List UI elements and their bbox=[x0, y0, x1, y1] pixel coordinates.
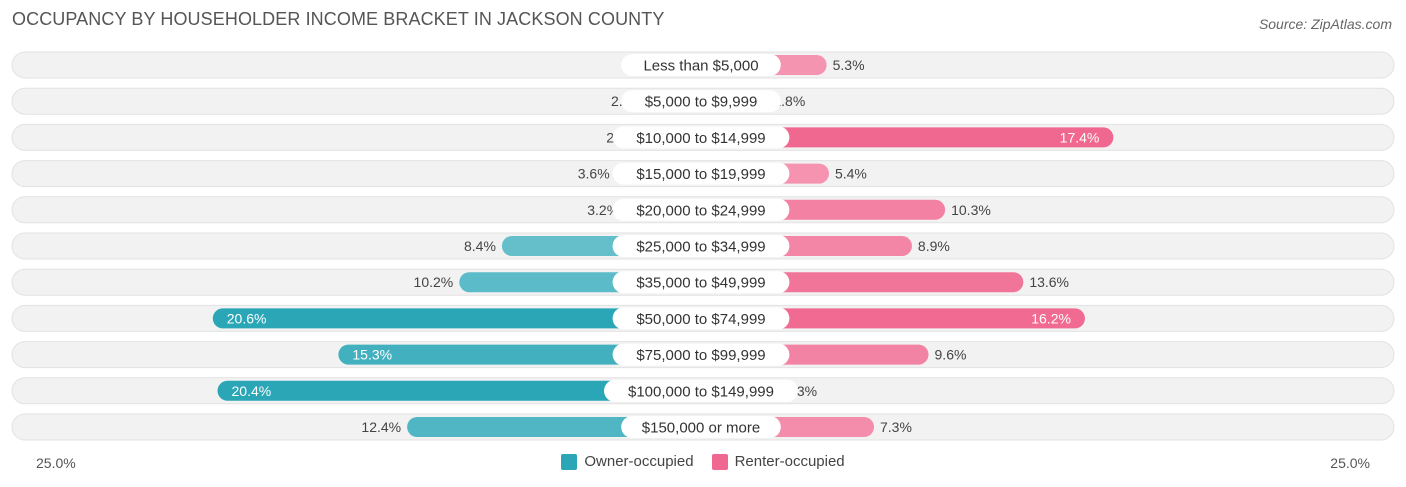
category-label-background bbox=[604, 379, 798, 402]
chart-row: 3.2% 10.3% $20,000 to $24,999 bbox=[11, 196, 1395, 224]
chart-row: 10.2% 13.6% $35,000 to $49,999 bbox=[11, 268, 1395, 296]
source-attribution: Source: ZipAtlas.com bbox=[1258, 16, 1392, 32]
chart-row: 2.2%2.8%$5,000 to $9,999 bbox=[11, 87, 1395, 115]
category-label-background bbox=[621, 54, 781, 76]
category-label: $100,000 to $149,999 bbox=[628, 383, 774, 400]
legend-label-owner: Owner-occupied bbox=[584, 453, 694, 470]
chart-row: 3.6% 5.4% $15,000 to $19,999 bbox=[11, 160, 1395, 188]
category-label-background bbox=[612, 343, 790, 366]
category-label-background bbox=[612, 307, 790, 330]
renter-value-label: 16.2% bbox=[1031, 310, 1071, 326]
owner-value-label: 3.6% bbox=[578, 166, 610, 182]
renter-value-label: 13.6% bbox=[1029, 274, 1069, 290]
renter-bar[interactable] bbox=[701, 308, 1085, 329]
legend-item-renter[interactable]: Renter-occupied bbox=[711, 453, 845, 470]
owner-value-label: 3.2% bbox=[587, 202, 619, 218]
owner-value-label: 20.4% bbox=[232, 383, 272, 399]
category-label-background bbox=[612, 235, 790, 257]
axis-max-label: 25.0% bbox=[1330, 455, 1370, 471]
renter-value-label: 9.6% bbox=[935, 347, 967, 363]
owner-bar[interactable] bbox=[338, 344, 701, 365]
category-label-background bbox=[612, 271, 790, 294]
category-label-background bbox=[621, 416, 781, 438]
chart-row: 12.4% 7.3% $150,000 or more bbox=[11, 413, 1395, 441]
renter-value-label: 8.9% bbox=[918, 238, 950, 254]
legend: Owner-occupied Renter-occupied bbox=[0, 453, 1406, 470]
renter-value-label: 10.3% bbox=[951, 202, 991, 218]
owner-value-label: 10.2% bbox=[414, 274, 454, 290]
renter-value-label: 17.4% bbox=[1060, 129, 1100, 145]
chart-title: OCCUPANCY BY HOUSEHOLDER INCOME BRACKET … bbox=[12, 9, 665, 29]
chart-row: 20.6% 16.2% $50,000 to $74,999 bbox=[11, 304, 1395, 332]
owner-value-label: 8.4% bbox=[464, 238, 496, 254]
renter-value-label: 7.3% bbox=[880, 419, 912, 435]
chart-row: 1.5%5.3%Less than $5,000 bbox=[11, 51, 1395, 79]
renter-value-label: 5.3% bbox=[833, 57, 865, 73]
category-label: $25,000 to $34,999 bbox=[636, 239, 765, 256]
owner-bar[interactable] bbox=[217, 380, 701, 401]
owner-value-label: 15.3% bbox=[352, 347, 392, 363]
renter-bar[interactable] bbox=[701, 127, 1114, 148]
owner-value-label: 12.4% bbox=[361, 419, 401, 435]
category-label: $15,000 to $19,999 bbox=[636, 166, 765, 183]
legend-item-owner[interactable]: Owner-occupied bbox=[561, 453, 694, 470]
category-label: $75,000 to $99,999 bbox=[636, 347, 765, 364]
category-label: $50,000 to $74,999 bbox=[636, 311, 765, 328]
legend-label-renter: Renter-occupied bbox=[734, 453, 845, 470]
category-label-background bbox=[621, 90, 781, 113]
chart-row: 20.4% 3.3%$100,000 to $149,999 bbox=[11, 377, 1395, 405]
category-label: $10,000 to $14,999 bbox=[636, 130, 765, 147]
renter-value-label: 2.8% bbox=[773, 93, 805, 109]
chart-row: 15.3% 9.6% $75,000 to $99,999 bbox=[11, 341, 1395, 369]
category-label: $20,000 to $24,999 bbox=[636, 202, 765, 219]
chart-row: 8.4% 8.9% $25,000 to $34,999 bbox=[11, 232, 1395, 260]
category-label: $150,000 or more bbox=[642, 420, 760, 437]
owner-value-label: 20.6% bbox=[227, 310, 267, 326]
legend-swatch-owner bbox=[561, 453, 578, 470]
category-label-background bbox=[612, 126, 790, 149]
legend-swatch-renter bbox=[711, 453, 728, 470]
axis-min-label: 25.0% bbox=[36, 455, 76, 471]
chart-row: 2.4%17.4%$10,000 to $14,999 bbox=[11, 123, 1395, 151]
category-label: $5,000 to $9,999 bbox=[645, 94, 758, 111]
category-label: Less than $5,000 bbox=[643, 58, 758, 75]
owner-bar[interactable] bbox=[212, 308, 701, 329]
renter-value-label: 5.4% bbox=[835, 166, 867, 182]
category-label-background bbox=[612, 198, 790, 221]
category-label-background bbox=[612, 162, 790, 185]
category-label: $35,000 to $49,999 bbox=[636, 275, 765, 292]
